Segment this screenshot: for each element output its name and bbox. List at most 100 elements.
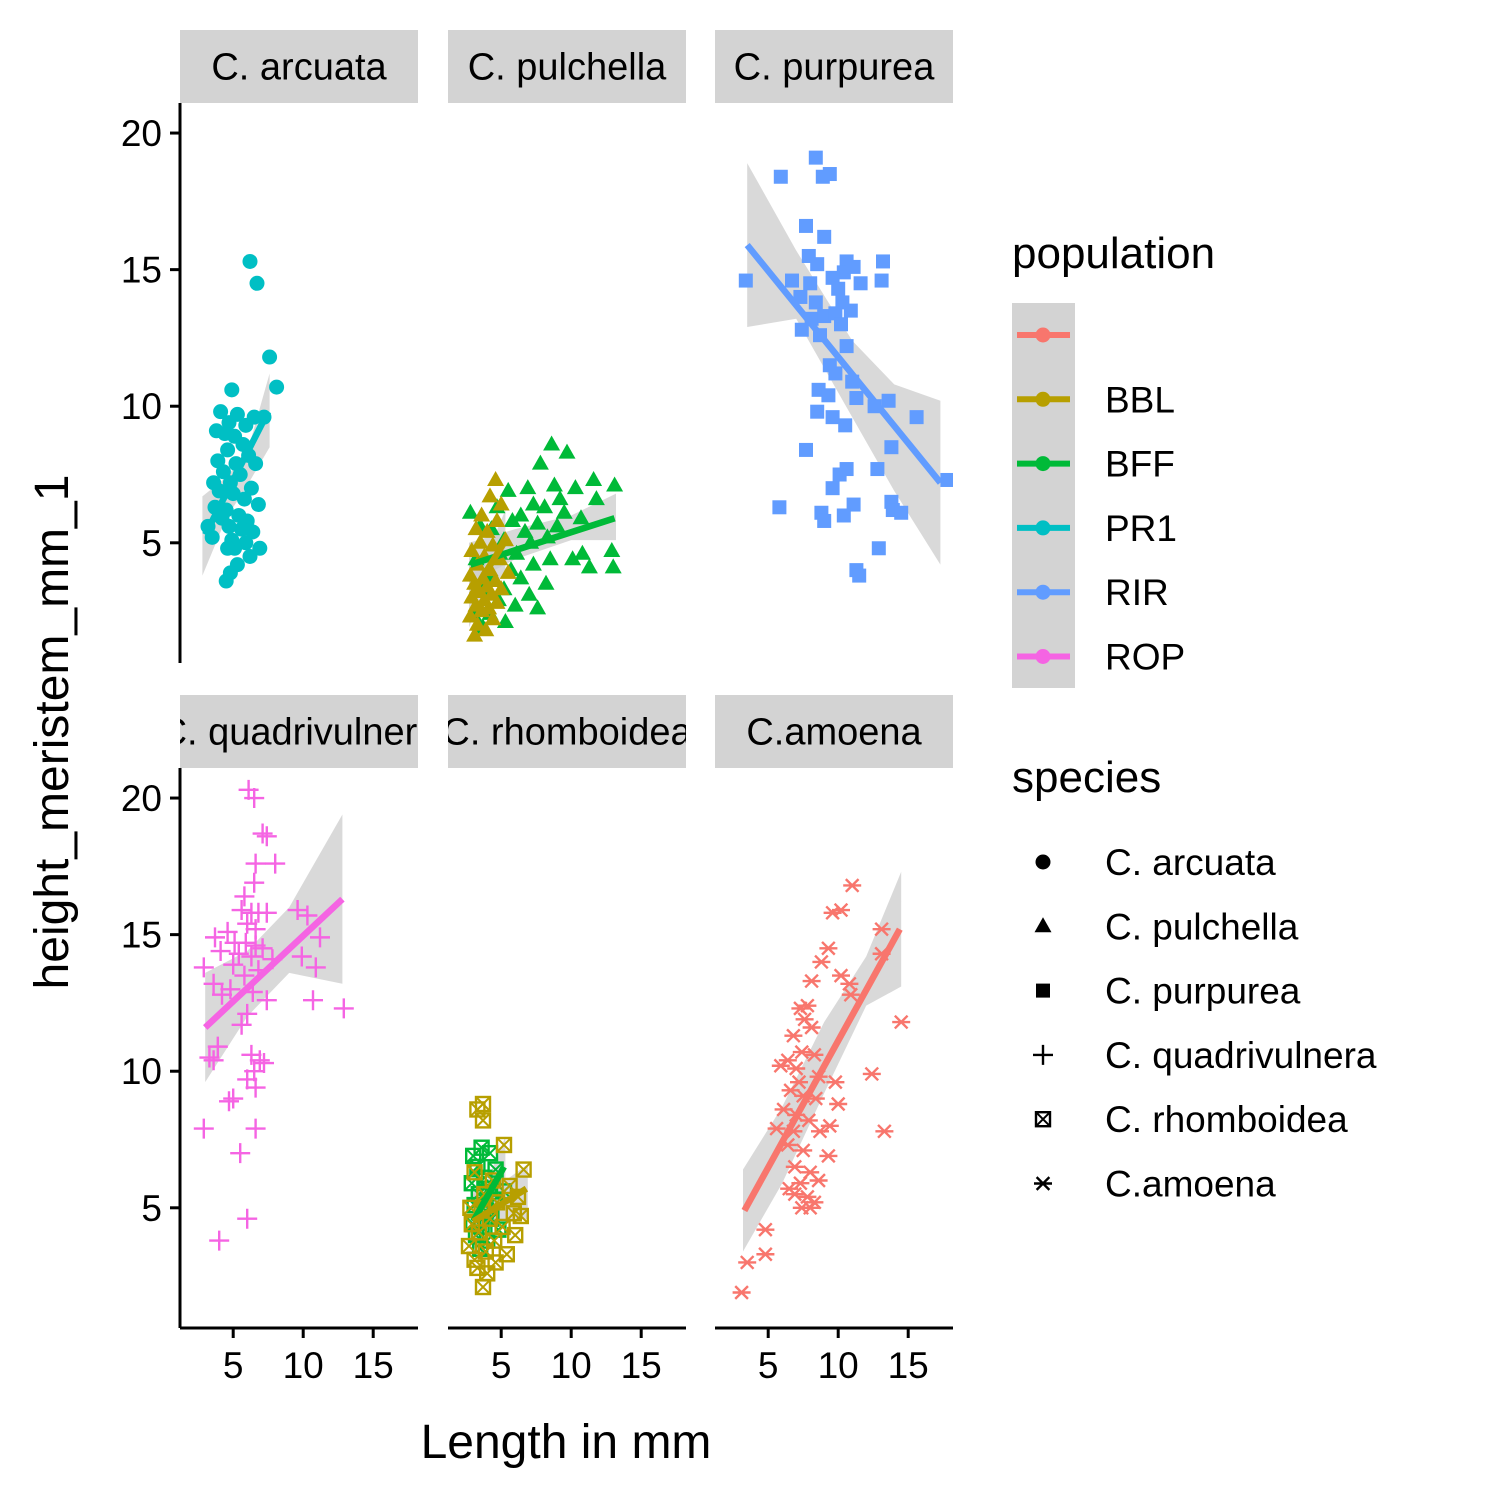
data-point — [843, 878, 862, 893]
data-point — [834, 317, 848, 332]
data-point — [256, 902, 277, 923]
data-point — [249, 1050, 270, 1071]
data-point — [228, 943, 249, 964]
data-point — [220, 442, 236, 458]
data-point — [496, 613, 514, 629]
data-point — [892, 1014, 911, 1030]
data-point — [849, 391, 864, 406]
facet-panel: C. pulchella — [448, 30, 686, 663]
data-point — [519, 479, 537, 495]
data-point — [566, 479, 584, 495]
data-point — [252, 938, 273, 959]
data-point — [841, 987, 860, 1002]
data-point — [773, 169, 788, 184]
data-point — [520, 585, 538, 601]
confidence-ribbon — [205, 814, 343, 1083]
data-point — [810, 404, 825, 419]
data-point — [305, 957, 326, 978]
y-axis: 5 10 15 20 — [121, 768, 182, 1328]
data-point — [524, 495, 542, 511]
data-point — [236, 491, 252, 507]
data-point — [785, 1159, 804, 1175]
data-point — [477, 621, 495, 637]
data-point — [870, 462, 885, 477]
data-point — [874, 273, 889, 288]
data-point — [245, 1077, 266, 1098]
data-point — [817, 513, 832, 528]
data-point — [828, 366, 843, 381]
facet-panel: C. quadrivulnera — [180, 695, 418, 1328]
legend-point-key — [1035, 584, 1051, 600]
data-point — [604, 558, 622, 574]
legend-label: C. arcuata — [1105, 842, 1276, 883]
data-point — [791, 1176, 810, 1191]
x-axis: 5 10 15 — [715, 1326, 953, 1386]
data-point — [470, 1224, 487, 1241]
data-point — [245, 1118, 266, 1139]
data-point — [551, 490, 569, 506]
data-point — [537, 574, 555, 590]
facet-panel: C. purpurea — [715, 30, 953, 663]
data-point — [787, 1061, 806, 1076]
facet-strip-label: C. rhomboidea — [442, 712, 692, 754]
data-point — [811, 1124, 829, 1139]
facet-strip — [180, 30, 418, 103]
data-point — [193, 1118, 214, 1139]
y-tick-label: 15 — [121, 250, 162, 291]
legend-item-species: C. quadrivulnera — [1033, 1035, 1377, 1076]
data-point — [234, 521, 250, 537]
data-point — [310, 927, 330, 948]
legend-label: RIR — [1105, 572, 1169, 613]
data-point — [799, 442, 813, 457]
legend-label: C. purpurea — [1105, 971, 1301, 1012]
data-point — [241, 1044, 262, 1065]
data-point — [809, 1173, 828, 1188]
data-point — [245, 853, 266, 874]
data-point — [573, 544, 591, 560]
data-point — [484, 610, 502, 626]
legend-shape-key — [1035, 854, 1051, 870]
data-point — [203, 1050, 224, 1071]
data-point — [817, 229, 832, 244]
data-point — [821, 388, 836, 403]
data-point — [237, 913, 258, 934]
data-point — [256, 826, 277, 847]
data-point — [881, 393, 896, 408]
data-point — [812, 954, 831, 970]
x-tick-label: 5 — [491, 1345, 512, 1386]
facet-strip — [180, 695, 418, 768]
x-tick-label: 15 — [888, 1345, 929, 1386]
data-point — [303, 990, 323, 1011]
data-point — [875, 1124, 894, 1139]
data-point — [492, 495, 510, 511]
data-point — [793, 289, 808, 304]
legend-item-species: C. rhomboidea — [1034, 1099, 1348, 1140]
x-axis-title: Length in mm — [421, 1416, 712, 1469]
facet-panel: C. arcuata — [180, 30, 418, 663]
data-point — [846, 259, 861, 274]
data-point — [218, 573, 234, 589]
data-point — [825, 270, 840, 285]
data-point — [224, 382, 240, 398]
facet-strip — [715, 30, 953, 103]
data-point — [831, 281, 846, 296]
data-point — [474, 1278, 492, 1296]
data-point — [871, 541, 886, 556]
data-point — [839, 462, 854, 477]
data-point — [473, 602, 491, 618]
data-point — [838, 418, 853, 433]
data-point — [876, 254, 890, 269]
data-point — [512, 569, 530, 585]
data-point — [808, 150, 823, 165]
x-tick-label: 10 — [818, 1345, 859, 1386]
data-point — [213, 404, 229, 420]
legend-label: C. pulchella — [1105, 906, 1299, 947]
legend-title-population: population — [1012, 229, 1215, 278]
legend-label: C. quadrivulnera — [1105, 1035, 1377, 1076]
legend-shape-key — [1034, 917, 1052, 933]
data-point — [262, 349, 278, 365]
data-point — [810, 257, 825, 272]
y-tick-label: 15 — [121, 915, 162, 956]
data-point — [785, 273, 799, 288]
data-point — [471, 533, 489, 549]
